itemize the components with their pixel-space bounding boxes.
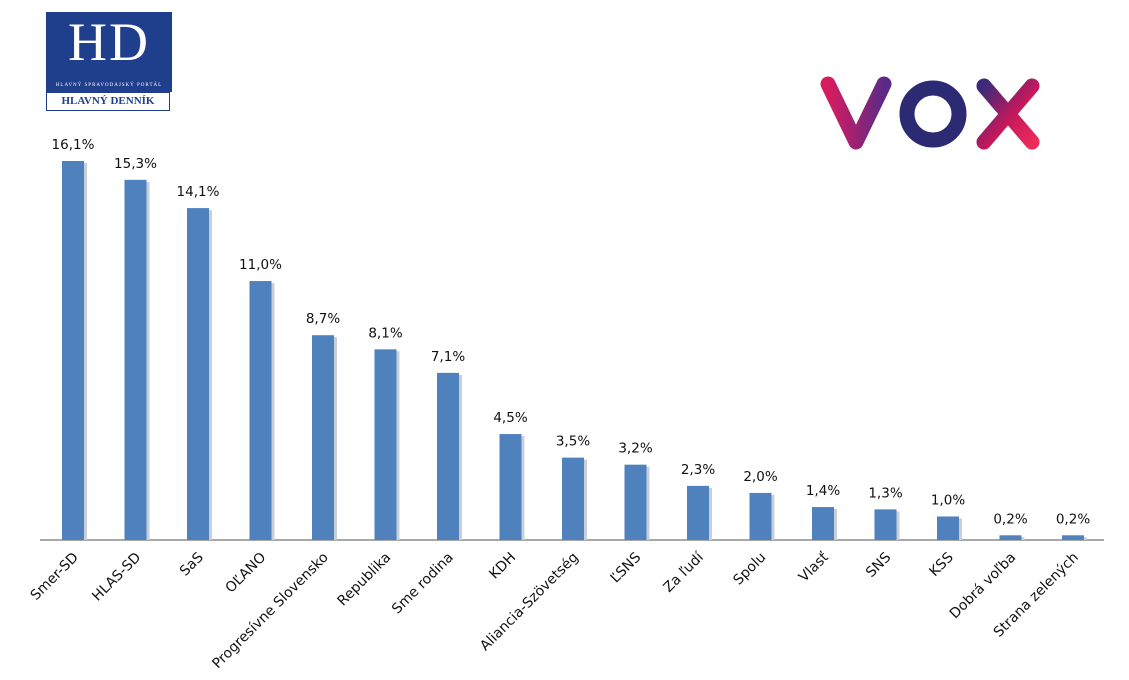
- category-label: Smer-SD: [28, 550, 82, 604]
- category-label: SaS: [177, 549, 207, 579]
- bar-13: [874, 509, 897, 540]
- value-label: 2,0%: [743, 469, 777, 485]
- value-label: 1,3%: [868, 485, 902, 501]
- bar-4: [312, 335, 334, 540]
- category-label: KDH: [486, 550, 519, 583]
- category-label: Vlasť: [796, 549, 832, 585]
- category-label: Za ľudí: [660, 549, 707, 596]
- bar-16: [1062, 535, 1084, 540]
- bar-7: [499, 434, 522, 540]
- value-label: 14,1%: [177, 184, 220, 200]
- value-label: 3,5%: [556, 434, 590, 450]
- category-label: SNS: [863, 549, 894, 580]
- value-label: 16,1%: [52, 137, 95, 153]
- category-label: KSS: [926, 549, 956, 579]
- hd-logo: HD HLAVNÝ SPRAVODAJSKÝ PORTÁL HLAVNÝ DEN…: [46, 12, 172, 111]
- bar-9: [624, 464, 647, 540]
- hd-logo-mark: HD: [46, 12, 172, 80]
- value-label: 4,5%: [493, 410, 527, 426]
- bar-8: [562, 457, 584, 540]
- category-label: ĽSNS: [608, 549, 645, 586]
- value-label: 7,1%: [431, 349, 465, 365]
- hd-logo-name: HLAVNÝ DENNÍK: [46, 92, 170, 111]
- value-label: 3,2%: [618, 441, 652, 457]
- bar-15: [999, 535, 1022, 540]
- category-label: Progresívne Slovensko: [209, 550, 331, 672]
- vox-logo: [820, 76, 1040, 150]
- bar-1: [124, 179, 147, 541]
- bar-2: [187, 208, 209, 540]
- category-label: Sme rodina: [389, 550, 457, 618]
- value-label: 1,0%: [931, 492, 965, 508]
- value-label: 0,2%: [993, 511, 1027, 527]
- bar-5: [374, 349, 397, 540]
- bar-3: [249, 281, 272, 540]
- hd-logo-tagline: HLAVNÝ SPRAVODAJSKÝ PORTÁL: [46, 80, 172, 92]
- bar-0: [62, 161, 84, 540]
- value-label: 0,2%: [1056, 511, 1090, 527]
- category-label: Republika: [335, 550, 395, 610]
- bar-14: [937, 516, 959, 540]
- value-label: 11,0%: [239, 257, 282, 273]
- value-label: 8,1%: [368, 325, 402, 341]
- category-label: HLAS-SD: [89, 550, 144, 605]
- bar-12: [812, 507, 834, 540]
- category-label: Spolu: [730, 550, 769, 589]
- bar-6: [437, 372, 459, 540]
- value-label: 1,4%: [806, 483, 840, 499]
- category-label: OĽANO: [223, 550, 270, 597]
- bar-10: [687, 485, 709, 540]
- value-label: 15,3%: [114, 156, 157, 172]
- bar-11: [749, 492, 772, 540]
- value-label: 8,7%: [306, 311, 340, 327]
- value-label: 2,3%: [681, 462, 715, 478]
